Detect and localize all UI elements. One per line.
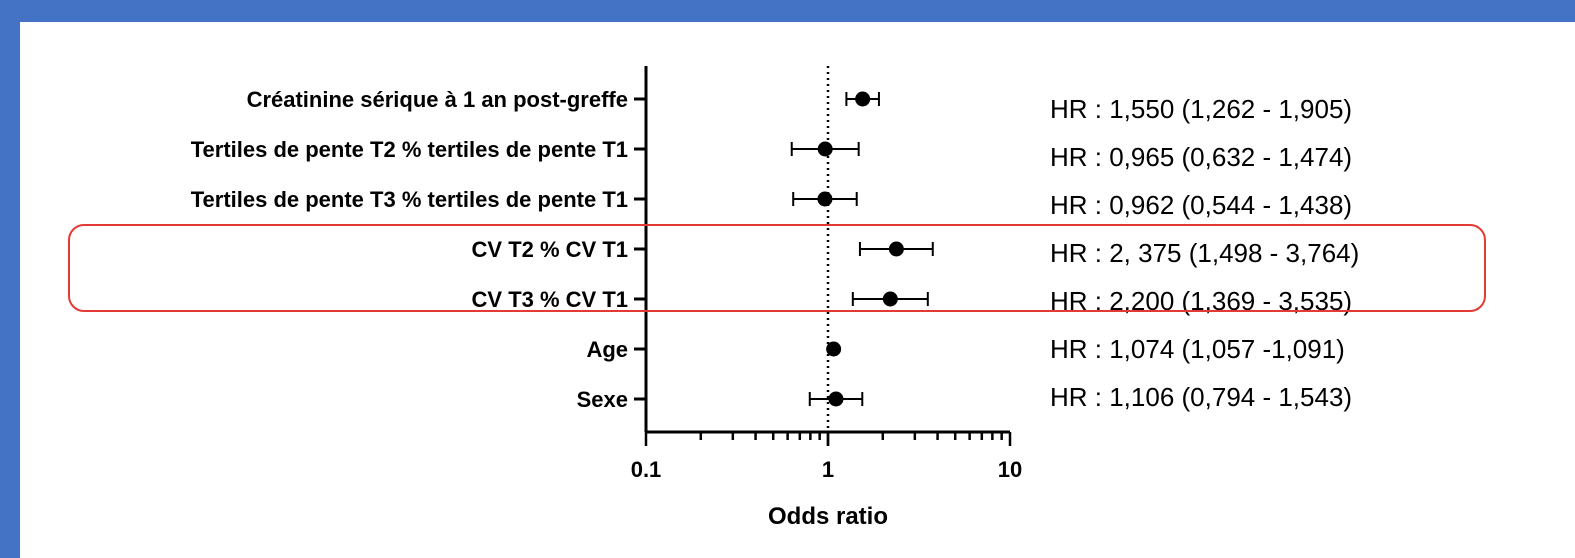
estimate-point <box>888 241 904 257</box>
hr-annotation: HR : 1,074 (1,057 -1,091) <box>1050 334 1345 364</box>
y-tick-label: Créatinine sérique à 1 an post-greffe <box>247 87 628 112</box>
estimate-point <box>882 291 898 307</box>
highlight-box <box>68 224 1486 312</box>
estimate-point <box>828 391 844 407</box>
forest-plot: 0.1 1 10 Odds ratio Créatinine sérique à 1 a… <box>191 66 1022 530</box>
hr-annotation: HR : 2,200 (1,369 - 3,535) <box>1050 286 1353 316</box>
x-tick-label: 0.1 <box>631 457 662 482</box>
x-axis-label: Odds ratio <box>768 503 888 530</box>
x-tick-label: 1 <box>822 457 834 482</box>
slide: 0.1 1 10 Odds ratio Créatinine sérique à 1 a… <box>20 22 1575 558</box>
y-tick-label: Age <box>586 337 628 362</box>
y-tick-label: CV T3 % CV T1 <box>472 287 628 312</box>
hr-annotation: HR : 2, 375 (1,498 - 3,764) <box>1050 238 1360 268</box>
x-tick-label: 10 <box>998 457 1022 482</box>
estimate-point <box>817 141 833 157</box>
y-tick-label: Tertiles de pente T2 % tertiles de pente… <box>191 137 628 162</box>
hr-annotation: HR : 1,106 (0,794 - 1,543) <box>1050 382 1353 412</box>
estimate-point <box>826 341 842 357</box>
y-tick-label: Tertiles de pente T3 % tertiles de pente… <box>191 187 628 212</box>
estimate-point <box>817 191 833 207</box>
hr-annotation: HR : 0,962 (0,544 - 1,438) <box>1050 190 1353 220</box>
estimate-point <box>855 91 871 107</box>
y-tick-label: CV T2 % CV T1 <box>472 237 628 262</box>
hr-annotation: HR : 0,965 (0,632 - 1,474) <box>1050 142 1353 172</box>
hr-annotation: HR : 1,550 (1,262 - 1,905) <box>1050 94 1353 124</box>
y-tick-label: Sexe <box>577 387 628 412</box>
